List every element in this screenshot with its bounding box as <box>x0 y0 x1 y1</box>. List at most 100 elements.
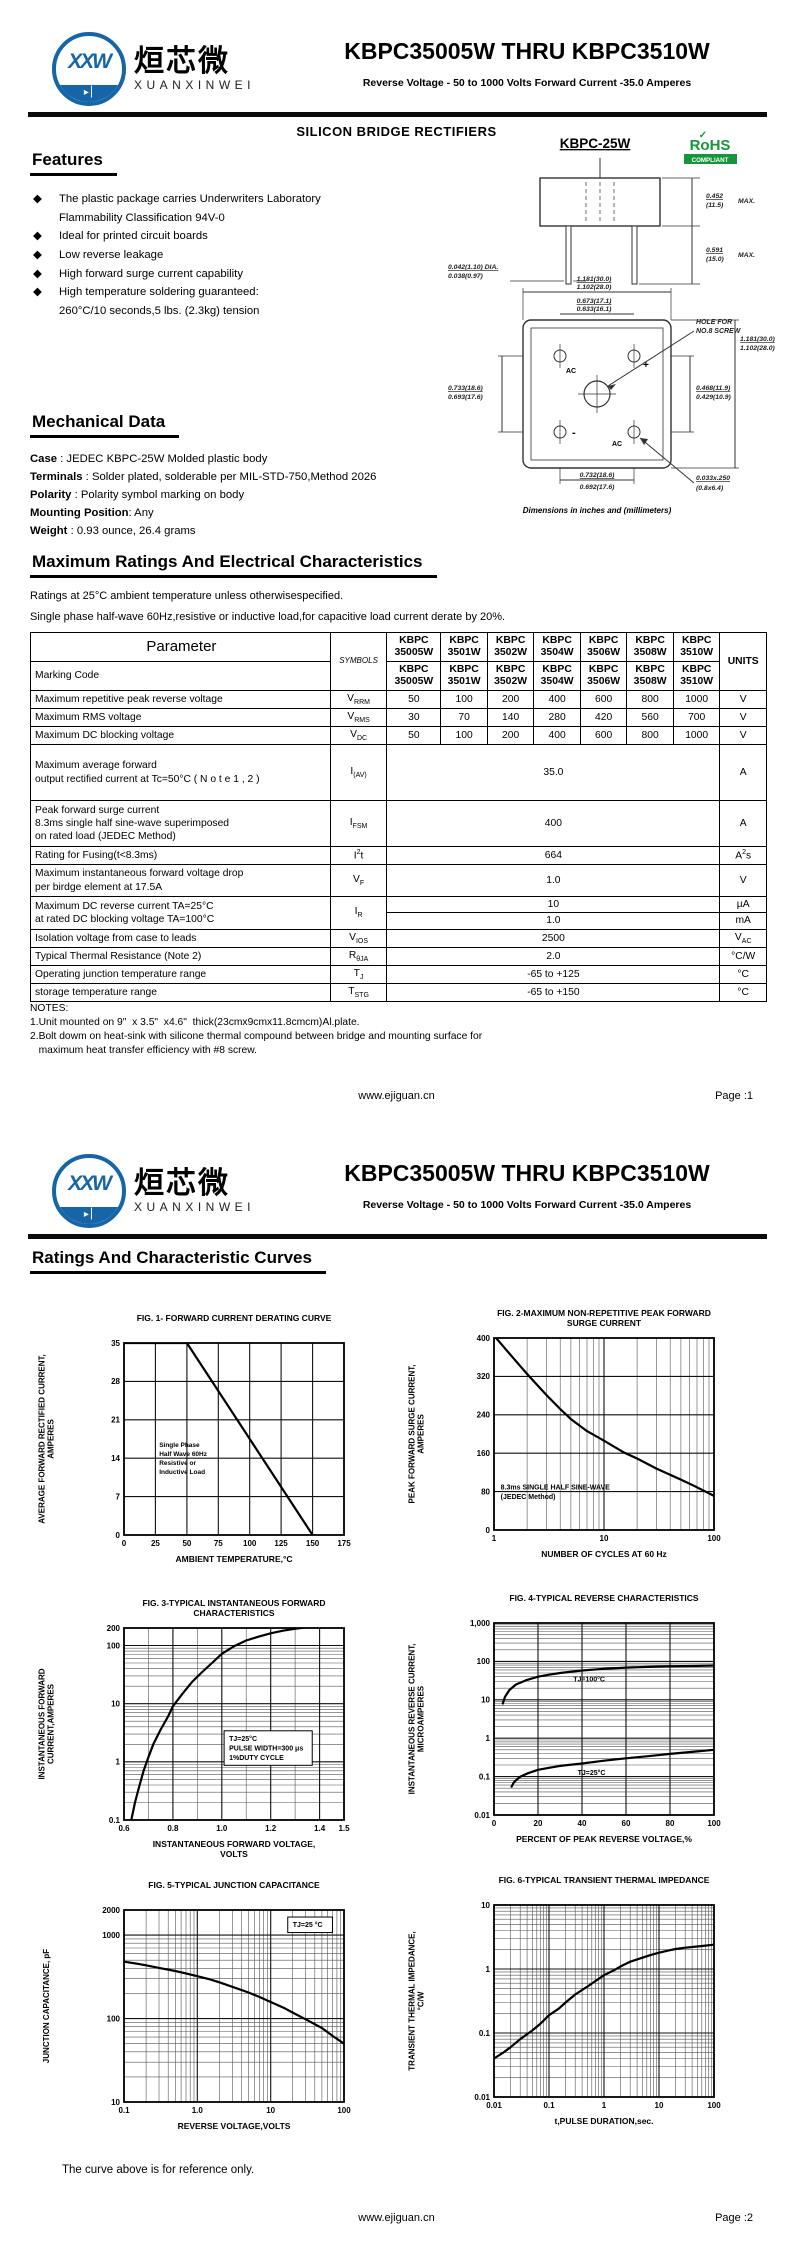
package-outline-drawing: KBPC-25W ✓ RoHS COMPLIANT 0.452 (11.5) M… <box>390 128 790 538</box>
table-cell: Maximum average forward output rectified … <box>30 744 331 802</box>
svg-text:100: 100 <box>707 2101 721 2110</box>
svg-text:TRANSIENT THERMAL IMPEDANCE,°C: TRANSIENT THERMAL IMPEDANCE,°C/W <box>408 1931 426 2070</box>
table-cell: 200 <box>486 726 535 746</box>
svg-text:FIG. 6-TYPICAL TRANSIENT THERM: FIG. 6-TYPICAL TRANSIENT THERMAL IMPEDAN… <box>499 1875 710 1885</box>
svg-text:1.4: 1.4 <box>314 1824 326 1833</box>
svg-text:REVERSE VOLTAGE,VOLTS: REVERSE VOLTAGE,VOLTS <box>178 2121 291 2131</box>
dim-left-mm: 0.693(17.6) <box>448 394 484 401</box>
footer-url-p1[interactable]: www.ejiguan.cn <box>358 1090 435 1102</box>
table-cell: 1.0 <box>386 864 721 898</box>
svg-text:PEAK FORWARD SURGE CURRENT,AM: PEAK FORWARD SURGE CURRENT,AMPERES <box>408 1365 426 1504</box>
table-cell: storage temperature range <box>30 983 331 1003</box>
features-list: ◆ The plastic package carries Underwriter… <box>30 190 385 320</box>
svg-text:FIG. 3-TYPICAL INSTANTANEOUS F: FIG. 3-TYPICAL INSTANTANEOUS FORWARD <box>142 1598 325 1608</box>
datasheet-page-1: XXW ▸⎮ 烜芯微 XUANXINWEI KBPC35005W THRU KB… <box>0 0 793 1122</box>
table-cell: VRMS <box>329 707 388 728</box>
ratings-heading: Maximum Ratings And Electrical Character… <box>30 552 437 578</box>
footer-url-p2[interactable]: www.ejiguan.cn <box>358 2212 435 2224</box>
svg-text:240: 240 <box>477 1411 491 1420</box>
table-cell: Maximum RMS voltage <box>30 707 331 728</box>
feature-item: ◆ Low reverse leakage <box>30 246 385 265</box>
table-cell: 1000 <box>672 726 721 746</box>
table-cell: TSTG <box>329 983 388 1003</box>
svg-text:FIG. 5-TYPICAL JUNCTION CAPACI: FIG. 5-TYPICAL JUNCTION CAPACITANCE <box>148 1880 320 1890</box>
terminal-minus: - <box>572 427 576 439</box>
table-cell: KBPC 3502W <box>486 632 535 662</box>
bullet-spacer <box>30 302 59 321</box>
table-cell: V <box>719 689 767 709</box>
svg-text:1: 1 <box>602 2101 607 2110</box>
table-cell: KBPC 3510W <box>672 632 721 662</box>
svg-text:FIG. 2-MAXIMUM NON-REPETITIVE: FIG. 2-MAXIMUM NON-REPETITIVE PEAK FORWA… <box>497 1308 711 1318</box>
fig4-reverse-characteristics-chart: 0 20 40 60 80 100 0.01 0.1 1 10 100 1,000 FIG. 4-TYP… <box>402 1587 774 1880</box>
svg-text:INSTANTANEOUS REVERSE CURRENT,: INSTANTANEOUS REVERSE CURRENT,MICROAMPER… <box>408 1644 426 1795</box>
svg-text:10: 10 <box>481 1901 490 1910</box>
svg-text:100: 100 <box>107 2014 121 2023</box>
table-cell: 50 <box>386 689 442 709</box>
svg-text:FIG. 4-TYPICAL REVERSE CHARACT: FIG. 4-TYPICAL REVERSE CHARACTERISTICS <box>509 1593 699 1603</box>
svg-text:CHARACTERISTICS: CHARACTERISTICS <box>193 1608 275 1618</box>
hole-note-1: HOLE FOR <box>696 319 732 326</box>
table-cell: 400 <box>386 800 721 848</box>
dim-right-width-mm: 1.102(28.0) <box>740 345 776 352</box>
part-number-title: KBPC35005W THRU KBPC3510W <box>344 1160 710 1186</box>
ratings-section: Maximum Ratings And Electrical Character… <box>30 552 770 1003</box>
svg-text:VOLTS: VOLTS <box>220 1849 248 1859</box>
feature-text: Flammability Classification 94V-0 <box>59 211 225 224</box>
part-number-title: KBPC35005W THRU KBPC3510W <box>344 38 710 64</box>
svg-text:0: 0 <box>486 1526 491 1535</box>
table-cell: I2t <box>329 846 388 866</box>
table-cell: Marking Code <box>30 660 331 691</box>
table-cell: Maximum repetitive peak reverse voltage <box>30 689 331 709</box>
table-cell: 400 <box>533 726 581 746</box>
svg-text:10: 10 <box>111 1700 120 1709</box>
svg-text:0.01: 0.01 <box>486 2101 502 2110</box>
svg-text:t,PULSE DURATION,sec.: t,PULSE DURATION,sec. <box>554 2116 653 2126</box>
svg-text:PULSE WIDTH=300 μs: PULSE WIDTH=300 μs <box>229 1745 303 1752</box>
svg-text:0.1: 0.1 <box>479 2029 491 2038</box>
ratings-subtitle: Reverse Voltage - 50 to 1000 Volts Forwa… <box>362 1199 692 1211</box>
table-cell: KBPC 3506W <box>579 632 628 662</box>
terminal-plus: + <box>643 360 649 371</box>
svg-text:100: 100 <box>707 1819 721 1828</box>
svg-text:0.8: 0.8 <box>167 1824 179 1833</box>
svg-text:400: 400 <box>477 1334 491 1343</box>
svg-text:2000: 2000 <box>102 1906 120 1915</box>
svg-text:INSTANTANEOUS FORWARD VOLTAGE,: INSTANTANEOUS FORWARD VOLTAGE, <box>153 1839 316 1849</box>
table-cell: 30 <box>386 707 442 728</box>
fig6-transient-thermal-impedance-chart: 0.01 0.1 1 10 100 0.01 0.1 1 10 FIG. 6-TYPICAL TR… <box>402 1869 774 2162</box>
table-cell: I(AV) <box>329 744 388 802</box>
svg-text:0: 0 <box>492 1819 497 1828</box>
fig3-instantaneous-forward-characteristics-chart: 0.6 0.8 1.0 1.2 1.4 1.5 0.1 1 10 100 200 FIG. 3-TYP… <box>32 1592 404 1885</box>
brand-name-en: XUANXINWEI <box>134 1199 256 1214</box>
table-notes: NOTES: 1.Unit mounted on 9" x 3.5" x4.6"… <box>30 1003 483 1056</box>
table-cell: °C <box>719 965 767 985</box>
fig5-junction-capacitance-chart: 0.1 1.0 10 100 10 100 1000 2000 FIG. 5-TYPICAL J… <box>32 1874 404 2167</box>
table-cell: VAC <box>719 928 767 948</box>
svg-text:Half Wave 60Hz: Half Wave 60Hz <box>159 1451 208 1458</box>
svg-text:0.1: 0.1 <box>109 1816 121 1825</box>
dim-bottom: 0.732(18.6) <box>580 472 616 479</box>
table-cell: -65 to +125 <box>386 965 721 985</box>
table-cell: Parameter <box>30 632 331 662</box>
svg-text:1.0: 1.0 <box>216 1824 228 1833</box>
feature-text: High forward surge current capability <box>59 267 243 280</box>
svg-text:35: 35 <box>111 1339 120 1348</box>
svg-text:200: 200 <box>107 1624 121 1633</box>
table-cell: 800 <box>626 726 674 746</box>
brand-text: 烜芯微 XUANXINWEI <box>134 1168 255 1214</box>
svg-text:10: 10 <box>481 1696 490 1705</box>
table-cell: °C/W <box>719 946 767 967</box>
table-cell: 600 <box>579 726 628 746</box>
header-rule <box>28 112 767 117</box>
svg-text:21: 21 <box>111 1416 120 1425</box>
diamond-bullet-icon: ◆ <box>33 286 42 299</box>
table-cell: 70 <box>440 707 488 728</box>
mechanical-data-heading: Mechanical Data <box>30 412 180 438</box>
table-cell: KBPC 3508W <box>626 632 674 662</box>
table-cell: Maximum DC blocking voltage <box>30 726 331 746</box>
svg-text:0: 0 <box>122 1539 127 1548</box>
svg-text:160: 160 <box>477 1449 491 1458</box>
brand-name-en: XUANXINWEI <box>134 77 256 92</box>
svg-text:0: 0 <box>116 1531 121 1540</box>
